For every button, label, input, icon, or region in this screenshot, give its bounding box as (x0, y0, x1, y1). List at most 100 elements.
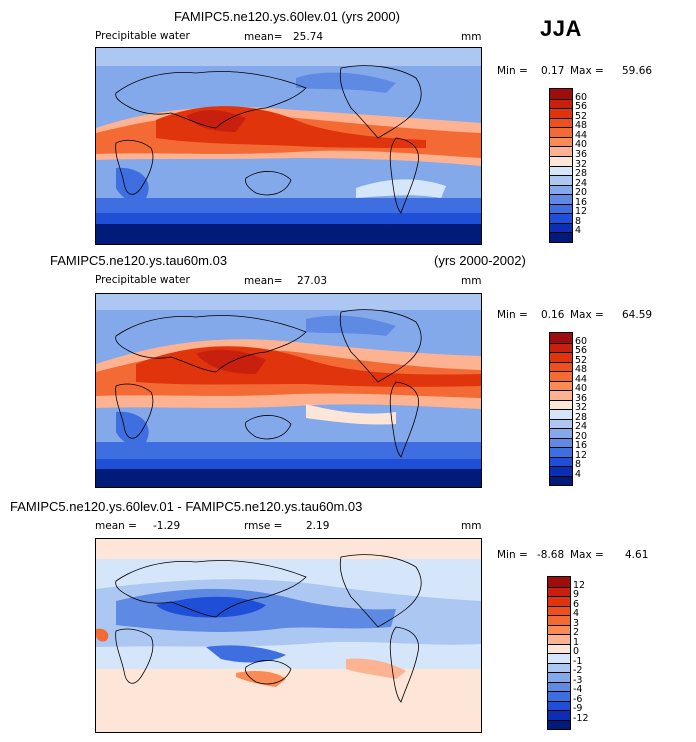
panel2-min-value: 0.16 (541, 309, 565, 321)
colorbar-swatch (548, 577, 570, 587)
colorbar-tick-label: 28 (575, 168, 588, 180)
colorbar-tick-label: 16 (575, 196, 588, 208)
panel1-min-value: 0.17 (541, 65, 565, 77)
colorbar-swatch (550, 418, 572, 428)
colorbar-tick-label: 48 (575, 364, 588, 375)
panel1-colorbar-ticks: 60 56 52 48 44 40 36 32 28 24 20 16 12 8 4 (572, 88, 602, 241)
colorbar-swatch (550, 108, 572, 118)
panel2-map (95, 293, 482, 488)
colorbar-swatch (548, 634, 570, 644)
colorbar-swatch (550, 98, 572, 109)
colorbar-swatch (550, 165, 572, 176)
colorbar-swatch (550, 184, 572, 195)
colorbar-tick-label: 20 (575, 187, 588, 199)
colorbar-swatch (550, 333, 572, 343)
colorbar-swatch (548, 662, 570, 672)
panel1-mean-label: mean= (244, 31, 283, 43)
colorbar-tick-label: 36 (575, 392, 588, 404)
colorbar-tick-label: 60 (575, 335, 588, 347)
colorbar-swatch (550, 371, 572, 381)
panel1-units: mm (461, 31, 482, 43)
colorbar-swatch (548, 643, 570, 653)
colorbar-tick-label: 40 (575, 383, 588, 394)
colorbar-tick-label: 24 (575, 421, 588, 432)
colorbar-swatch (550, 146, 572, 156)
colorbar-tick-label: 4 (575, 225, 582, 237)
season-label: JJA (540, 16, 582, 41)
colorbar-swatch (548, 586, 570, 596)
colorbar-swatch (550, 399, 572, 409)
colorbar-swatch (548, 710, 570, 720)
colorbar-tick-label: 0 (573, 646, 580, 657)
colorbar-swatch (550, 89, 572, 99)
colorbar-swatch (550, 232, 572, 242)
panel2-years: (yrs 2000-2002) (434, 253, 526, 268)
colorbar-swatch (550, 194, 572, 204)
colorbar-tick-label: 4 (573, 608, 580, 619)
colorbar-swatch (548, 681, 570, 691)
panel1-map (95, 47, 482, 245)
panel1-max-label: Max = (570, 65, 604, 77)
panel3-min-value: -8.68 (537, 549, 565, 561)
colorbar-swatch (550, 352, 572, 362)
colorbar-tick-label: 36 (575, 148, 588, 160)
colorbar-tick-label: 1 (573, 636, 580, 648)
colorbar-swatch (550, 447, 572, 457)
colorbar-swatch (550, 127, 572, 137)
panel1-mean-value: 25.74 (293, 31, 324, 43)
panel2-min-label: Min = (497, 309, 528, 321)
colorbar-tick-label: 8 (575, 459, 582, 470)
colorbar-tick-label: 4 (575, 468, 582, 480)
colorbar-tick-label: 8 (575, 215, 582, 227)
colorbar-swatch (550, 155, 572, 166)
colorbar-swatch (550, 175, 572, 185)
colorbar-tick-label: -9 (573, 703, 583, 714)
colorbar-swatch (550, 136, 572, 147)
colorbar-tick-label: -6 (573, 693, 583, 705)
colorbar-tick-label: 44 (575, 129, 588, 141)
panel3-colorbar (547, 576, 571, 730)
panel1-min-label: Min = (497, 65, 528, 77)
colorbar-tick-label: 52 (575, 110, 588, 122)
panel3-colorbar-ticks: 12 9 6 4 3 2 1 0 -1 -2 -3 -4 -6 -9 -12 (570, 576, 600, 728)
colorbar-tick-label: 12 (575, 206, 588, 218)
colorbar-tick-label: -3 (573, 674, 583, 686)
panel2-contour-field (96, 294, 481, 487)
colorbar-swatch (548, 719, 570, 729)
colorbar-tick-label: 2 (573, 627, 580, 638)
colorbar-swatch (548, 700, 570, 710)
colorbar-swatch (548, 596, 570, 606)
colorbar-swatch (548, 615, 570, 625)
panel2-colorbar-ticks: 60 56 52 48 44 40 36 32 28 24 20 16 12 8 4 (572, 332, 602, 484)
colorbar-swatch (548, 672, 570, 682)
panel2-variable: Precipitable water (95, 274, 190, 286)
panel1-title: FAMIPC5.ne120.ys.60lev.01 (yrs 2000) (174, 9, 400, 24)
colorbar-tick-label: 56 (575, 101, 588, 113)
colorbar-tick-label: 48 (575, 120, 588, 132)
panel3-title: FAMIPC5.ne120.ys.60lev.01 - FAMIPC5.ne12… (10, 499, 363, 514)
panel3-map (95, 538, 482, 733)
colorbar-tick-label: -12 (573, 712, 589, 724)
panel2-units: mm (461, 275, 482, 287)
panel3-mean-value: -1.29 (153, 520, 181, 532)
colorbar-tick-label: 24 (575, 177, 588, 189)
colorbar-tick-label: -2 (573, 665, 583, 676)
colorbar-tick-label: 32 (575, 402, 588, 413)
colorbar-swatch (550, 428, 572, 438)
colorbar-swatch (550, 342, 572, 352)
colorbar-tick-label: 44 (575, 373, 588, 385)
colorbar-swatch (550, 437, 572, 447)
colorbar-swatch (550, 222, 572, 233)
panel2-title: FAMIPC5.ne120.ys.tau60m.03 (50, 253, 228, 268)
panel2-max-label: Max = (570, 309, 604, 321)
colorbar-swatch (550, 475, 572, 485)
colorbar-swatch (550, 361, 572, 371)
colorbar-tick-label: -4 (573, 684, 583, 695)
colorbar-swatch (550, 456, 572, 466)
colorbar-swatch (550, 466, 572, 476)
colorbar-tick-label: -1 (573, 655, 583, 667)
colorbar-tick-label: 20 (575, 430, 588, 442)
panel2-mean-label: mean= (244, 275, 283, 287)
panel3-mean-label: mean = (95, 520, 137, 532)
panel2-colorbar (549, 332, 573, 486)
